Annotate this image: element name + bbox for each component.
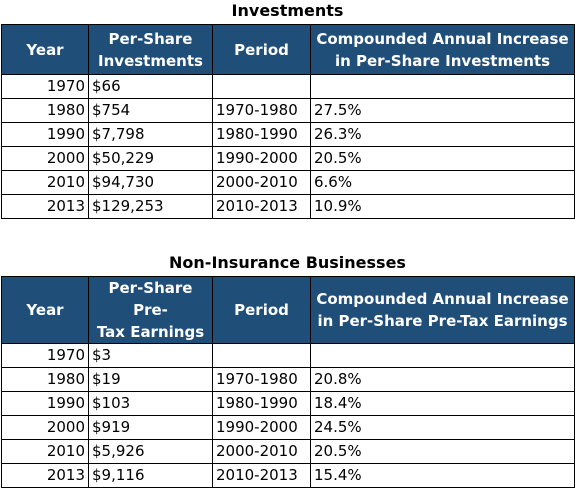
- value-cell: $94,730: [88, 170, 213, 195]
- period-cell: 1980-1990: [212, 391, 311, 416]
- increase-cell: 6.6%: [310, 170, 575, 195]
- period-cell: 2010-2013: [212, 194, 311, 219]
- value-cell: $50,229: [88, 146, 213, 171]
- increase-header-line1: Compounded Annual Increase: [316, 290, 569, 308]
- investments-title: Investments: [231, 1, 344, 20]
- table-row: 1970 $66: [1, 74, 575, 99]
- value-cell: $129,253: [88, 194, 213, 219]
- year-cell: 1990: [1, 391, 89, 416]
- value-cell: $66: [88, 74, 213, 99]
- table-row: 2013 $9,116 2010-2013 15.4%: [1, 463, 575, 488]
- value-cell: $3: [88, 343, 213, 368]
- table-row: 2013 $129,253 2010-2013 10.9%: [1, 194, 575, 219]
- table-row: 2000 $919 1990-2000 24.5%: [1, 415, 575, 440]
- value-cell: $9,116: [88, 463, 213, 488]
- period-cell: 1970-1980: [212, 367, 311, 392]
- value-cell: $754: [88, 98, 213, 123]
- increase-header-line2: in Per-Share Pre-Tax Earnings: [317, 312, 568, 330]
- header-row: Year Per-Share Investments Period Compou…: [1, 24, 575, 75]
- increase-cell: [310, 343, 575, 368]
- increase-cell: 26.3%: [310, 122, 575, 147]
- value-cell: $919: [88, 415, 213, 440]
- investments-section: Investments Year Per-Share Investments P…: [0, 0, 575, 219]
- per-share-header-line2: Tax Earnings: [96, 323, 205, 341]
- table-row: 2010 $94,730 2000-2010 6.6%: [1, 170, 575, 195]
- increase-header-line1: Compounded Annual Increase: [316, 29, 569, 48]
- year-cell: 2013: [1, 463, 89, 488]
- year-header: Year: [1, 24, 89, 75]
- year-cell: 2000: [1, 415, 89, 440]
- value-cell: $7,798: [88, 122, 213, 147]
- increase-cell: 24.5%: [310, 415, 575, 440]
- table-row: 1980 $754 1970-1980 27.5%: [1, 98, 575, 123]
- increase-cell: 10.9%: [310, 194, 575, 219]
- per-share-header-line1: Per-Share Pre-: [108, 279, 193, 319]
- increase-cell: 18.4%: [310, 391, 575, 416]
- value-cell: $103: [88, 391, 213, 416]
- investments-table: Year Per-Share Investments Period Compou…: [1, 24, 575, 219]
- table-row: 1990 $103 1980-1990 18.4%: [1, 391, 575, 416]
- non-insurance-table: Year Per-Share Pre- Tax Earnings Period …: [1, 276, 575, 488]
- year-cell: 1970: [1, 343, 89, 368]
- year-cell: 2013: [1, 194, 89, 219]
- year-header: Year: [1, 276, 89, 344]
- table-row: 2000 $50,229 1990-2000 20.5%: [1, 146, 575, 171]
- per-share-header: Per-Share Pre- Tax Earnings: [88, 276, 213, 344]
- table-row: 2010 $5,926 2000-2010 20.5%: [1, 439, 575, 464]
- table-row: 1980 $19 1970-1980 20.8%: [1, 367, 575, 392]
- year-cell: 1980: [1, 98, 89, 123]
- period-header: Period: [212, 276, 311, 344]
- value-cell: $5,926: [88, 439, 213, 464]
- year-cell: 2010: [1, 439, 89, 464]
- year-cell: 2010: [1, 170, 89, 195]
- table-row: 1970 $3: [1, 343, 575, 368]
- increase-cell: 20.8%: [310, 367, 575, 392]
- year-cell: 1980: [1, 367, 89, 392]
- increase-cell: 20.5%: [310, 146, 575, 171]
- increase-cell: 27.5%: [310, 98, 575, 123]
- per-share-header: Per-Share Investments: [88, 24, 213, 75]
- increase-header: Compounded Annual Increase in Per-Share …: [310, 276, 575, 344]
- increase-cell: 20.5%: [310, 439, 575, 464]
- period-cell: [212, 74, 311, 99]
- year-cell: 1990: [1, 122, 89, 147]
- year-cell: 2000: [1, 146, 89, 171]
- increase-cell: 15.4%: [310, 463, 575, 488]
- period-cell: 1990-2000: [212, 146, 311, 171]
- period-cell: 1990-2000: [212, 415, 311, 440]
- header-row: Year Per-Share Pre- Tax Earnings Period …: [1, 276, 575, 344]
- year-cell: 1970: [1, 74, 89, 99]
- increase-cell: [310, 74, 575, 99]
- period-cell: 2000-2010: [212, 170, 311, 195]
- period-cell: 2000-2010: [212, 439, 311, 464]
- period-cell: 1970-1980: [212, 98, 311, 123]
- increase-header-line2: in Per-Share Investments: [334, 51, 551, 70]
- per-share-header-line2: Investments: [98, 51, 203, 70]
- non-insurance-title: Non-Insurance Businesses: [169, 253, 406, 272]
- increase-header: Compounded Annual Increase in Per-Share …: [310, 24, 575, 75]
- period-header: Period: [212, 24, 311, 75]
- per-share-header-line1: Per-Share: [108, 29, 193, 48]
- value-cell: $19: [88, 367, 213, 392]
- period-cell: 1980-1990: [212, 122, 311, 147]
- period-cell: 2010-2013: [212, 463, 311, 488]
- table-row: 1990 $7,798 1980-1990 26.3%: [1, 122, 575, 147]
- period-cell: [212, 343, 311, 368]
- non-insurance-section: Non-Insurance Businesses Year Per-Share …: [0, 252, 575, 488]
